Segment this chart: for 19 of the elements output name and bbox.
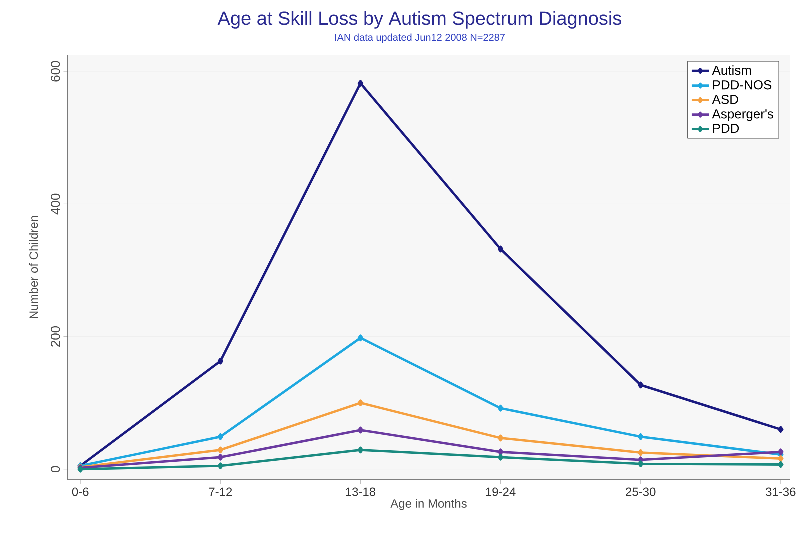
y-axis-title: Number of Children xyxy=(29,216,38,319)
chart-title: Age at Skill Loss by Autism Spectrum Diagnosis xyxy=(218,11,622,29)
legend-label: PDD xyxy=(713,124,740,134)
x-tick-label: 31-36 xyxy=(766,488,796,496)
y-tick-label: 200 xyxy=(50,326,60,347)
legend-label: Autism xyxy=(712,66,752,76)
x-tick-label: 7-12 xyxy=(209,488,232,496)
x-tick-label: 13-18 xyxy=(346,488,376,496)
x-axis-title: Age in Months xyxy=(390,499,467,510)
y-tick-label: 600 xyxy=(50,61,60,82)
legend-label: PDD-NOS xyxy=(713,80,772,90)
y-tick-label: 400 xyxy=(50,194,60,215)
chart-subtitle: IAN data updated Jun12 2008 N=2287 xyxy=(335,34,505,44)
y-tick-label: 0 xyxy=(50,466,60,473)
x-tick-label: 25-30 xyxy=(626,488,656,496)
legend-label: ASD xyxy=(712,95,738,104)
legend-label: Asperger's xyxy=(712,110,774,122)
x-tick-label: 19-24 xyxy=(486,488,516,496)
x-tick-label: 0-6 xyxy=(72,488,89,496)
